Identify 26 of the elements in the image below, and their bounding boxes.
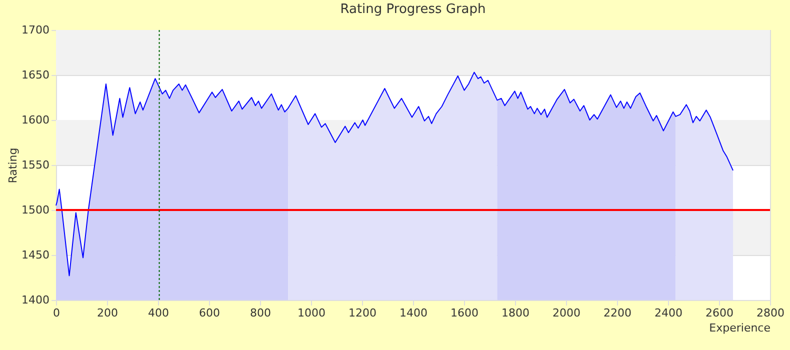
x-tick-label: 0	[53, 306, 60, 320]
x-tick-label: 200	[97, 306, 118, 320]
y-tick-label: 1700	[22, 24, 50, 36]
y-tick-label: 1400	[22, 294, 50, 306]
x-tick-label: 400	[148, 306, 169, 320]
y-tick-label: 1450	[22, 248, 50, 262]
y-tick-label: 1600	[22, 114, 50, 126]
x-tick-label: 2600	[706, 306, 734, 320]
x-tick-label: 1000	[298, 306, 326, 320]
x-tick-label: 1600	[450, 306, 478, 320]
x-tick-label: 800	[250, 306, 271, 320]
x-tick-label: 600	[199, 306, 220, 320]
x-tick-label: 2200	[604, 306, 632, 320]
line-series	[56, 72, 734, 276]
x-tick-label: 2000	[552, 306, 580, 320]
y-axis-title: Rating	[6, 148, 20, 184]
x-tick-label: 1400	[400, 306, 428, 320]
chart-title: Rating Progress Graph	[340, 2, 486, 17]
x-tick-label: 1800	[502, 306, 530, 320]
x-tick-label: 2400	[654, 306, 682, 320]
y-tick-label: 1550	[22, 158, 50, 172]
y-tick-label: 1500	[22, 204, 50, 216]
x-tick-label: 1200	[348, 306, 376, 320]
x-axis-title: Experience	[709, 322, 771, 334]
y-tick-label: 1650	[22, 68, 50, 82]
x-tick-label: 2800	[756, 306, 784, 320]
